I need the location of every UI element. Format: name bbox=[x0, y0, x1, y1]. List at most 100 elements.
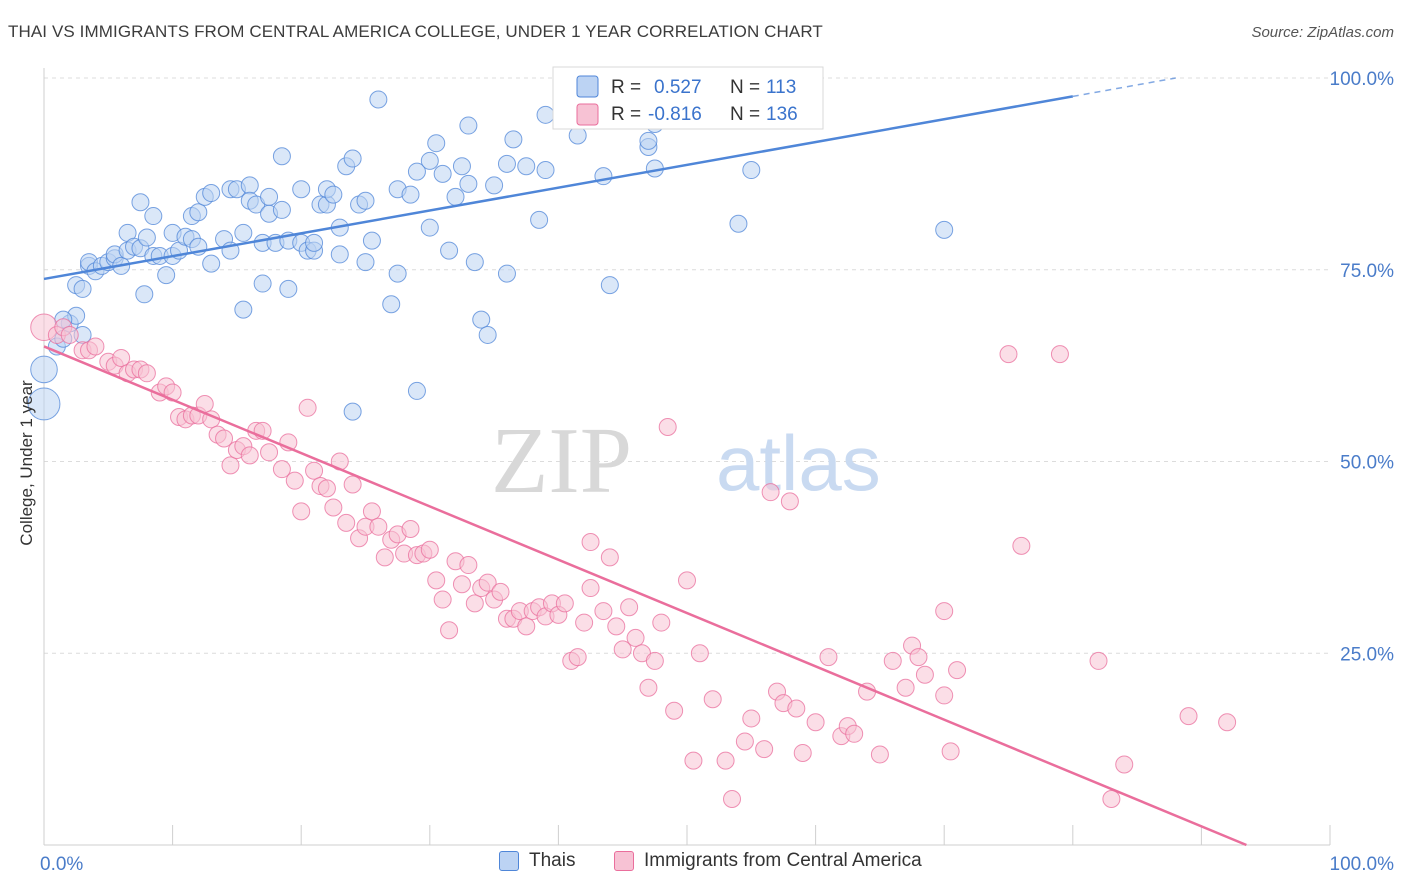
x-tick-label-max: 100.0% bbox=[1330, 854, 1395, 875]
legend-item-thais[interactable]: Thais bbox=[499, 850, 575, 872]
y-tick-label: 25.0% bbox=[1340, 644, 1394, 665]
thais-point bbox=[465, 253, 484, 272]
central-america-point bbox=[684, 751, 703, 770]
thais-point bbox=[272, 200, 291, 219]
central-america-point bbox=[620, 598, 639, 617]
thais-point bbox=[420, 151, 439, 170]
thais-point bbox=[362, 231, 381, 250]
central-america-point bbox=[665, 701, 684, 720]
watermark: ZIP atlas bbox=[491, 409, 881, 513]
central-america-point bbox=[491, 582, 510, 601]
watermark-atlas: atlas bbox=[716, 419, 881, 507]
central-america-point bbox=[305, 461, 324, 480]
stats-n-label: N = bbox=[730, 77, 760, 98]
thais-point bbox=[356, 191, 375, 210]
thais-point bbox=[30, 355, 58, 384]
central-america-point bbox=[761, 483, 780, 502]
stats-n-value: 113 bbox=[766, 77, 796, 98]
central-america-point bbox=[137, 364, 156, 383]
thais-point bbox=[742, 161, 761, 180]
thais-point bbox=[459, 116, 478, 135]
central-america-point bbox=[787, 699, 806, 718]
y-axis-label: College, Under 1 year bbox=[17, 380, 36, 546]
central-america-point bbox=[581, 533, 600, 552]
central-america-point bbox=[60, 325, 79, 344]
thais-point bbox=[478, 325, 497, 344]
central-america-point bbox=[517, 617, 536, 636]
legend-swatch-thais bbox=[499, 851, 519, 871]
central-america-point bbox=[935, 686, 954, 705]
central-america-point bbox=[362, 502, 381, 521]
central-america-point bbox=[948, 661, 967, 680]
axes bbox=[43, 68, 1331, 846]
central-america-point bbox=[594, 602, 613, 621]
stats-n-value: 136 bbox=[766, 104, 798, 125]
central-america-point bbox=[298, 398, 317, 417]
legend-item-central-america[interactable]: Immigrants from Central America bbox=[614, 850, 922, 872]
y-tick-labels: 25.0% 50.0% 75.0% 100.0% bbox=[1330, 69, 1395, 665]
y-tick-label: 100.0% bbox=[1330, 69, 1395, 90]
thais-point bbox=[594, 167, 613, 186]
thais-trend-line bbox=[43, 95, 1074, 281]
central-america-point bbox=[452, 575, 471, 594]
thais-point bbox=[433, 164, 452, 183]
thais-point bbox=[536, 105, 555, 124]
central-america-point bbox=[272, 460, 291, 479]
thais-point bbox=[234, 223, 253, 242]
central-america-point bbox=[440, 621, 459, 640]
central-america-trend-line bbox=[43, 345, 1247, 847]
thais-point bbox=[189, 203, 208, 222]
central-america-point bbox=[555, 594, 574, 613]
thais-point bbox=[446, 187, 465, 206]
central-america-point bbox=[806, 713, 825, 732]
thais-point bbox=[420, 218, 439, 237]
central-america-point bbox=[742, 709, 761, 728]
legend-label-central-america: Immigrants from Central America bbox=[644, 850, 922, 871]
stats-swatch-central-america bbox=[576, 103, 599, 126]
central-america-point bbox=[793, 743, 812, 762]
central-america-point bbox=[1089, 651, 1108, 670]
central-america-point bbox=[755, 740, 774, 759]
thais-point bbox=[157, 266, 176, 285]
thais-point bbox=[27, 387, 61, 421]
thais-point bbox=[568, 126, 587, 145]
central-america-point bbox=[240, 446, 259, 465]
thais-point bbox=[279, 279, 298, 298]
thais-point bbox=[135, 285, 154, 304]
central-america-point bbox=[607, 617, 626, 636]
central-america-point bbox=[369, 517, 388, 536]
central-america-point bbox=[285, 471, 304, 490]
central-america-point bbox=[1218, 713, 1237, 732]
central-america-point bbox=[896, 678, 915, 697]
central-america-point bbox=[1115, 755, 1134, 774]
thais-point bbox=[305, 233, 324, 252]
series-legend: Thais Immigrants from Central America bbox=[0, 850, 1406, 880]
thais-point bbox=[517, 157, 536, 176]
central-america-point bbox=[639, 678, 658, 697]
thais-point bbox=[131, 193, 150, 212]
central-america-point bbox=[1012, 536, 1031, 555]
thais-point bbox=[292, 180, 311, 199]
stats-r-label: R = bbox=[611, 77, 641, 98]
stats-swatch-thais bbox=[576, 75, 599, 98]
x-tick-label-min: 0.0% bbox=[40, 854, 83, 875]
central-america-point bbox=[420, 540, 439, 559]
central-america-point bbox=[723, 789, 742, 808]
thais-point bbox=[935, 220, 954, 239]
source-label: Source: ZipAtlas.com bbox=[1251, 24, 1394, 41]
thais-point bbox=[401, 185, 420, 204]
central-america-point bbox=[735, 732, 754, 751]
central-america-point bbox=[658, 417, 677, 436]
legend-label-thais: Thais bbox=[529, 850, 576, 871]
thais-point bbox=[729, 214, 748, 233]
thais-point bbox=[459, 174, 478, 193]
thais-point bbox=[485, 176, 504, 195]
central-america-point bbox=[703, 690, 722, 709]
central-america-point bbox=[780, 492, 799, 511]
central-america-point bbox=[652, 613, 671, 632]
thais-point bbox=[497, 154, 516, 173]
central-america-point bbox=[478, 573, 497, 592]
central-america-point bbox=[600, 548, 619, 567]
central-america-point bbox=[459, 556, 478, 575]
thais-point bbox=[272, 147, 291, 166]
